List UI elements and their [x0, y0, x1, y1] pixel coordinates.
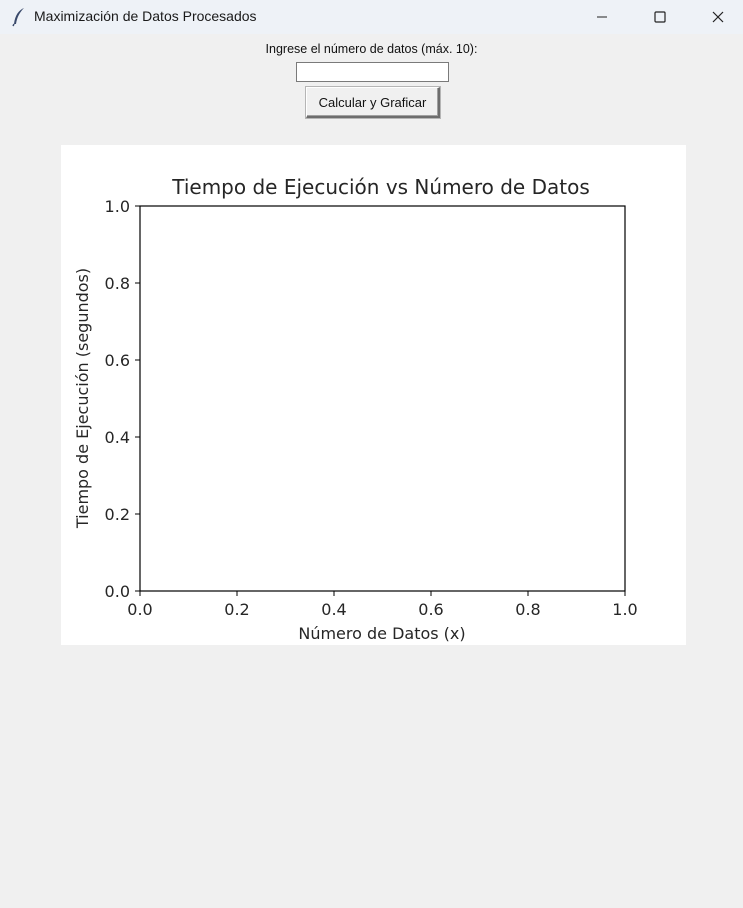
x-tick-label: 0.2: [224, 600, 249, 619]
execution-time-chart: Tiempo de Ejecución vs Número de Datos 0…: [73, 175, 638, 643]
y-tick-label: 0.4: [105, 428, 130, 447]
x-tick-label: 1.0: [612, 600, 637, 619]
y-tick-label: 0.2: [105, 505, 130, 524]
y-tick-label: 0.0: [105, 582, 130, 601]
maximize-button[interactable]: [631, 0, 689, 34]
x-tick-label: 0.4: [321, 600, 346, 619]
window-title: Maximización de Datos Procesados: [34, 8, 257, 24]
feather-icon: [12, 8, 24, 27]
x-tick-label: 0.0: [127, 600, 152, 619]
y-axis: 0.0 0.2 0.4 0.6 0.8 1.0: [105, 197, 140, 601]
x-axis: 0.0 0.2 0.4 0.6 0.8 1.0: [127, 591, 638, 619]
x-tick-label: 0.8: [515, 600, 540, 619]
calculate-and-plot-button[interactable]: Calcular y Graficar: [306, 87, 440, 118]
maximize-icon: [654, 11, 666, 23]
data-count-label: Ingrese el número de datos (máx. 10):: [265, 42, 478, 56]
y-tick-label: 0.8: [105, 274, 130, 293]
y-axis-label: Tiempo de Ejecución (segundos): [73, 268, 92, 529]
plot-canvas: Tiempo de Ejecución vs Número de Datos 0…: [61, 145, 686, 645]
plot-area: [139, 205, 626, 592]
x-axis-label: Número de Datos (x): [298, 624, 465, 643]
x-tick-label: 0.6: [418, 600, 443, 619]
chart-title: Tiempo de Ejecución vs Número de Datos: [171, 175, 590, 199]
close-icon: [712, 11, 724, 23]
y-tick-label: 0.6: [105, 351, 130, 370]
y-tick-label: 1.0: [105, 197, 130, 216]
close-button[interactable]: [689, 0, 743, 34]
minimize-icon: [597, 16, 607, 18]
title-bar: Maximización de Datos Procesados: [0, 0, 743, 34]
data-count-input[interactable]: [296, 62, 449, 82]
minimize-button[interactable]: [573, 0, 631, 34]
